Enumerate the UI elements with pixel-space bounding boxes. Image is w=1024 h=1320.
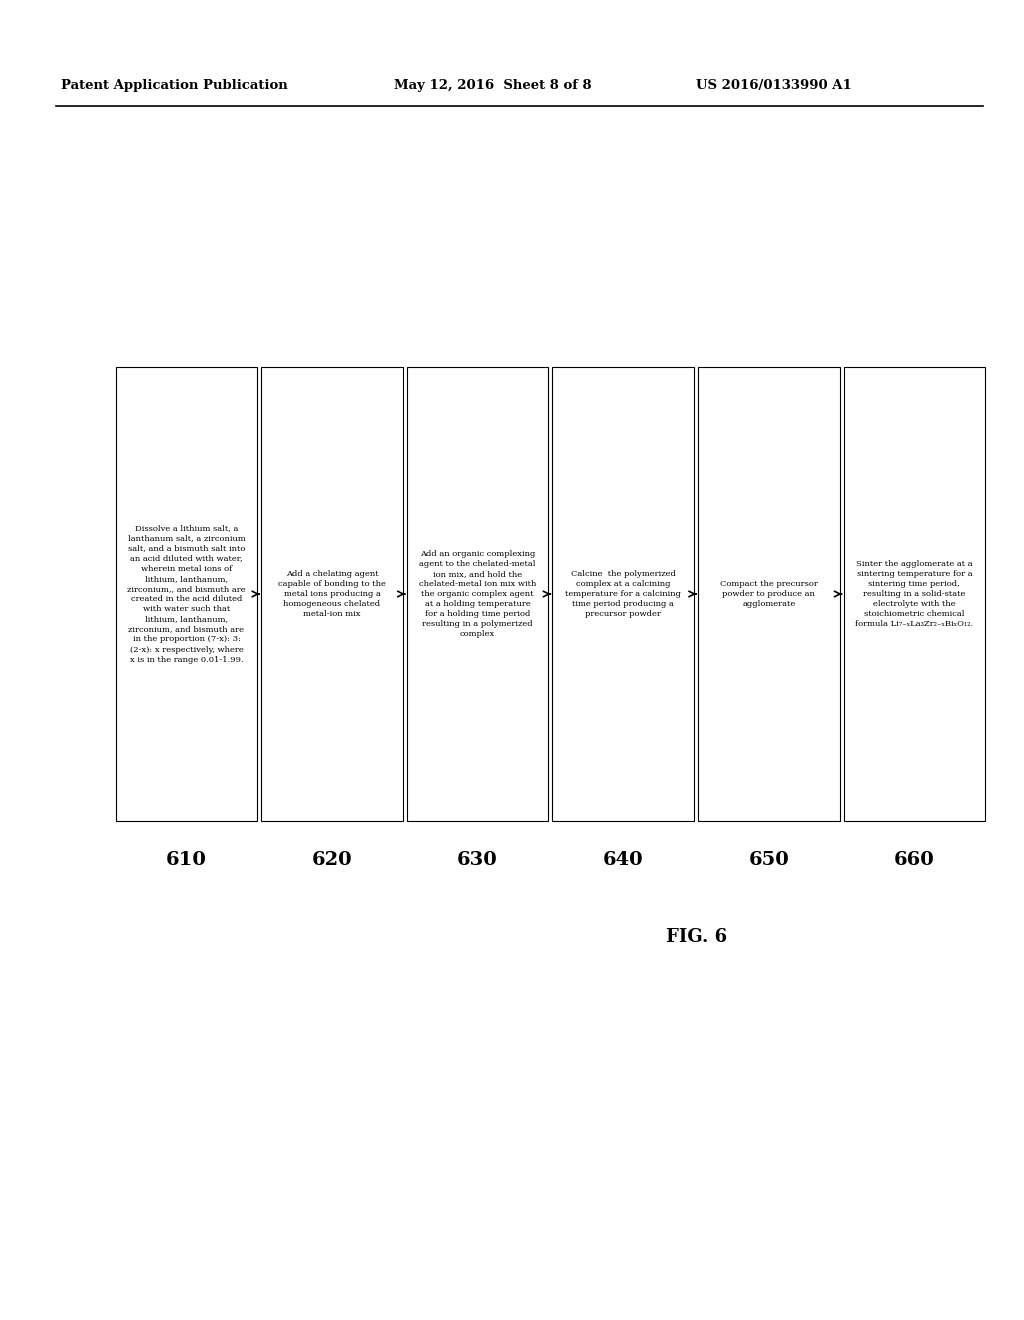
FancyBboxPatch shape bbox=[553, 367, 694, 821]
Text: Dissolve a lithium salt, a lanthanum salt, a zirconium salt, and a bismuth salt : Dissolve a lithium salt, a lanthanum sal… bbox=[127, 524, 246, 664]
FancyBboxPatch shape bbox=[407, 367, 549, 821]
Text: Sinter the agglomerate at a sintering temperature for a sintering time period, r: Sinter the agglomerate at a sintering te… bbox=[855, 560, 974, 628]
FancyBboxPatch shape bbox=[698, 367, 840, 821]
Text: 640: 640 bbox=[603, 851, 643, 870]
Text: 610: 610 bbox=[166, 851, 207, 870]
FancyBboxPatch shape bbox=[844, 367, 985, 821]
Text: May 12, 2016  Sheet 8 of 8: May 12, 2016 Sheet 8 of 8 bbox=[394, 79, 592, 92]
Text: 650: 650 bbox=[749, 851, 790, 870]
Text: 660: 660 bbox=[894, 851, 935, 870]
Text: Add an organic complexing agent to the chelated-metal ion mix, and hold the chel: Add an organic complexing agent to the c… bbox=[419, 549, 537, 639]
Text: US 2016/0133990 A1: US 2016/0133990 A1 bbox=[696, 79, 852, 92]
Text: Compact the precursor powder to produce an agglomerate: Compact the precursor powder to produce … bbox=[720, 579, 818, 609]
Text: FIG. 6: FIG. 6 bbox=[666, 928, 727, 946]
Text: Add a chelating agent capable of bonding to the metal ions producing a homogeneo: Add a chelating agent capable of bonding… bbox=[279, 570, 386, 618]
FancyBboxPatch shape bbox=[261, 367, 402, 821]
Text: 620: 620 bbox=[311, 851, 352, 870]
Text: Patent Application Publication: Patent Application Publication bbox=[61, 79, 288, 92]
Text: 630: 630 bbox=[458, 851, 498, 870]
Text: Calcine  the polymerized complex at a calcining temperature for a calcining time: Calcine the polymerized complex at a cal… bbox=[565, 570, 681, 618]
FancyBboxPatch shape bbox=[116, 367, 257, 821]
